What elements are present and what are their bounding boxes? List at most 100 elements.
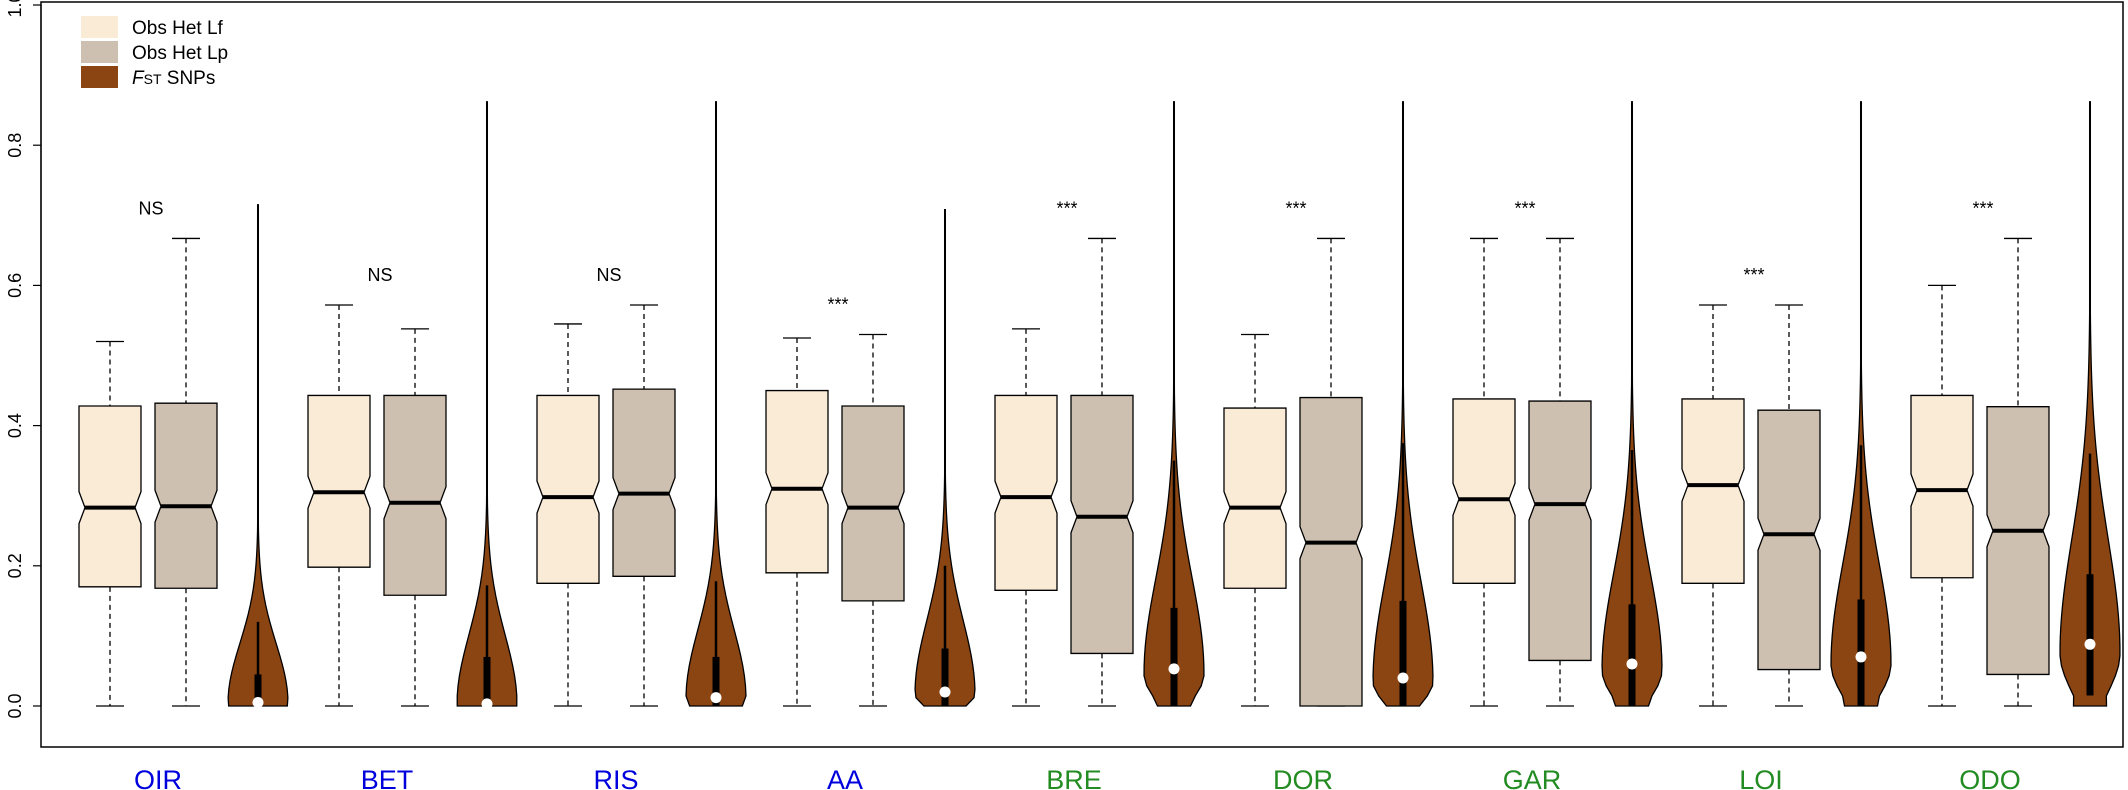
legend-swatch <box>81 66 118 88</box>
violin-iqr-bar <box>712 656 720 706</box>
obs-het-lf-box <box>1681 304 1745 707</box>
group-odo: *** <box>1910 101 2121 707</box>
violin-iqr-bar <box>941 648 949 706</box>
x-label-oir: OIR <box>134 765 182 790</box>
y-tick-label: 0.4 <box>5 413 25 438</box>
fst-violin <box>227 204 289 708</box>
notched-box <box>1223 407 1287 589</box>
group-dor: *** <box>1223 101 1434 707</box>
group-loi: *** <box>1681 101 1892 707</box>
violin-iqr-bar <box>1399 600 1407 706</box>
significance-label: *** <box>1056 198 1077 218</box>
obs-het-lp-box <box>154 237 218 707</box>
violin-body <box>227 204 289 707</box>
fst-violin <box>1372 101 1434 707</box>
obs-het-lf-box <box>1452 237 1516 707</box>
notched-box <box>1452 398 1516 584</box>
fst-violin <box>914 209 976 707</box>
x-label-bet: BET <box>361 765 414 790</box>
violin-body <box>1830 101 1892 707</box>
notched-box <box>536 394 600 584</box>
violin-median-point <box>1168 663 1180 675</box>
fst-violin <box>1601 101 1663 707</box>
significance-label: *** <box>1972 198 1993 218</box>
notched-box <box>1986 406 2050 676</box>
obs-het-lp-box <box>383 328 447 707</box>
obs-het-lp-box <box>612 304 676 707</box>
group-bre: *** <box>994 101 1205 707</box>
groups-layer: NS NS NS *** *** *** *** *** *** <box>78 101 2121 710</box>
notched-box <box>1299 396 1363 707</box>
violin-iqr-bar <box>254 674 262 706</box>
violin-body <box>1372 101 1434 707</box>
notched-box <box>765 389 829 574</box>
notched-box <box>1681 398 1745 584</box>
violin-iqr-bar <box>1628 604 1636 706</box>
violin-iqr-bar <box>483 656 491 706</box>
significance-label: *** <box>1514 198 1535 218</box>
notched-box <box>1528 400 1592 662</box>
obs-het-lf-box <box>536 323 600 707</box>
obs-het-lp-box <box>1070 237 1134 707</box>
notched-box <box>994 394 1058 591</box>
legend-label-fst-rest: SNPs <box>162 68 216 89</box>
notched-box <box>841 405 905 602</box>
x-label-aa: AA <box>827 765 863 790</box>
violin-median-point <box>1397 672 1409 684</box>
significance-label: NS <box>367 265 392 285</box>
significance-label: *** <box>827 294 848 314</box>
fst-violin <box>685 101 747 707</box>
legend: Obs Het Lf Obs Het Lp FST SNPs <box>81 16 228 89</box>
violin-body <box>1143 101 1205 707</box>
violin-iqr-bar <box>2086 574 2094 696</box>
significance-label: *** <box>1285 198 1306 218</box>
notched-box <box>1757 409 1821 671</box>
violin-body <box>1601 101 1663 707</box>
group-ris: NS <box>536 101 747 707</box>
legend-label-fst: FST SNPs <box>132 68 215 89</box>
x-label-gar: GAR <box>1503 765 1562 790</box>
violin-body <box>685 101 747 707</box>
violin-iqr-bar <box>1170 607 1178 706</box>
y-tick-label: 0.2 <box>5 553 25 578</box>
obs-het-lp-box <box>1528 237 1592 707</box>
obs-het-lp-box <box>1986 237 2050 707</box>
group-aa: *** <box>765 209 976 707</box>
notched-box <box>612 388 676 577</box>
y-tick-label: 0.8 <box>5 133 25 158</box>
x-label-loi: LOI <box>1739 765 1783 790</box>
obs-het-lp-box <box>1299 237 1363 707</box>
fst-violin <box>2059 101 2121 707</box>
legend-label: Obs Het Lf <box>132 18 224 39</box>
legend-swatch <box>81 41 118 63</box>
violin-body <box>914 209 976 707</box>
y-tick-label: 0.6 <box>5 273 25 298</box>
significance-label: NS <box>138 198 163 218</box>
obs-het-lf-box <box>994 328 1058 707</box>
obs-het-lf-box <box>765 337 829 707</box>
violin-median-point <box>710 692 722 704</box>
obs-het-lp-box <box>1757 304 1821 707</box>
violin-median-point <box>1855 651 1867 663</box>
violin-median-point <box>481 698 493 710</box>
legend-label-fst-subscript: ST <box>144 71 162 87</box>
fst-violin <box>1830 101 1892 707</box>
notched-box <box>154 402 218 589</box>
obs-het-lf-box <box>78 340 142 707</box>
notched-box <box>383 394 447 596</box>
notched-box <box>78 405 142 588</box>
violin-median-point <box>252 696 264 708</box>
violin-median-point <box>2084 638 2096 650</box>
legend-label: Obs Het Lp <box>132 43 228 64</box>
legend-swatch <box>81 16 118 38</box>
obs-het-lp-box <box>841 333 905 707</box>
fst-violin <box>1143 101 1205 707</box>
notched-box <box>1070 394 1134 655</box>
x-label-dor: DOR <box>1273 765 1333 790</box>
significance-label: *** <box>1743 265 1764 285</box>
x-label-odo: ODO <box>1959 765 2021 790</box>
violin-median-point <box>939 686 951 698</box>
violin-median-point <box>1626 658 1638 670</box>
violin-body <box>456 101 518 707</box>
